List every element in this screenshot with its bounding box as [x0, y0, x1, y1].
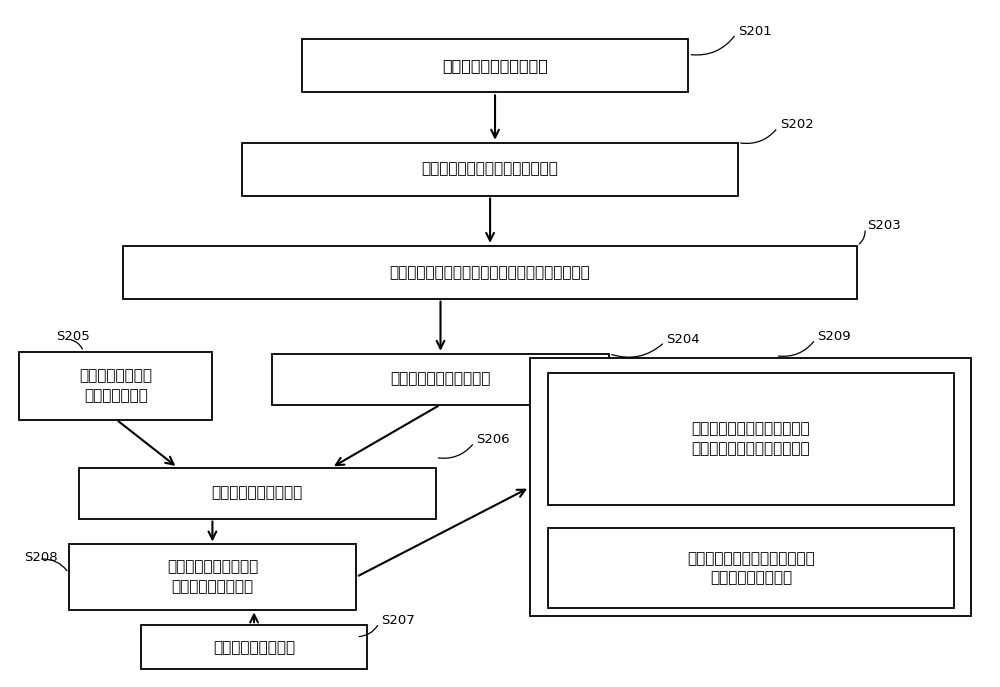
Text: 绘制前台电子地图层: 绘制前台电子地图层 [213, 640, 295, 655]
Bar [530, 359, 971, 616]
Bar [123, 246, 857, 299]
Bar [19, 352, 212, 420]
Text: S208: S208 [24, 551, 58, 564]
Text: 去除移动终端用户身份等敏感信息: 去除移动终端用户身份等敏感信息 [422, 161, 559, 177]
Bar [141, 625, 367, 669]
Bar [302, 39, 688, 92]
Bar [242, 143, 738, 196]
Text: S209: S209 [817, 330, 851, 344]
Text: 在电子地图层上自定义
任意区域任意时间段: 在电子地图层上自定义 任意区域任意时间段 [167, 559, 258, 594]
Text: 获取移动终端的位置信息: 获取移动终端的位置信息 [442, 58, 548, 74]
Text: S207: S207 [381, 614, 415, 627]
Text: S203: S203 [867, 219, 901, 232]
Text: S205: S205 [56, 330, 89, 344]
Bar [69, 544, 356, 609]
Text: S206: S206 [476, 433, 510, 447]
Text: 采集人口普查数据
和社会经济数据: 采集人口普查数据 和社会经济数据 [79, 368, 152, 403]
Bar [548, 528, 954, 608]
Bar [79, 468, 436, 519]
Text: S201: S201 [738, 25, 772, 38]
Text: 根据累计的位置信息分析用户的居住地及工作地点: 根据累计的位置信息分析用户的居住地及工作地点 [390, 264, 590, 280]
Text: S202: S202 [780, 118, 813, 131]
Text: 生成此区域此时段内客流数量、
分布及统计分析报告: 生成此区域此时段内客流数量、 分布及统计分析报告 [687, 551, 815, 585]
Bar [272, 354, 609, 405]
Text: 生成移动终端用户数据库: 生成移动终端用户数据库 [390, 372, 491, 387]
Text: S204: S204 [667, 333, 700, 346]
Text: 生成综合的后台数据库: 生成综合的后台数据库 [211, 486, 303, 501]
Text: 在地图上显示此区域此时段内
所有手机终端用户的位置标记: 在地图上显示此区域此时段内 所有手机终端用户的位置标记 [692, 421, 810, 456]
Bar [548, 372, 954, 505]
